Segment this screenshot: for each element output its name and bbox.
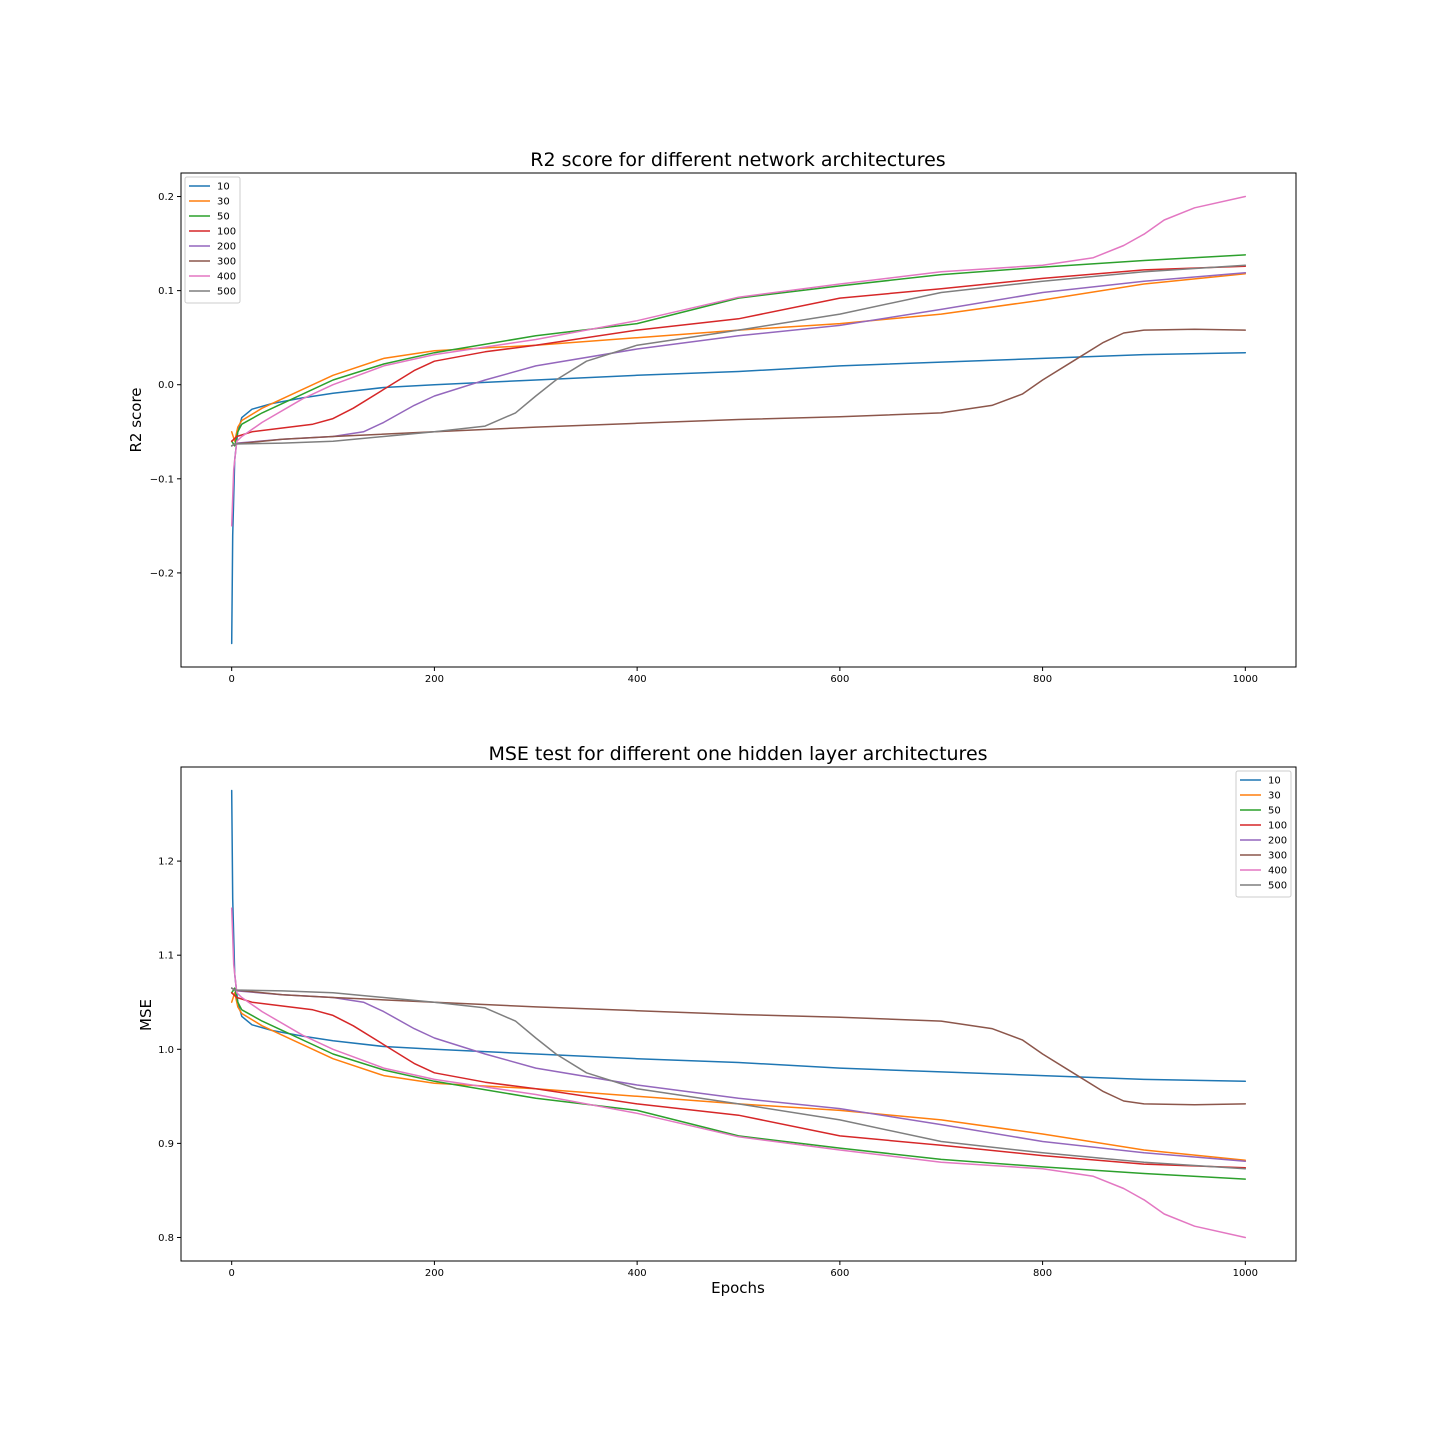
- r2-legend-label-400: 400: [217, 272, 236, 283]
- r2-series-line-50: [230, 254, 1247, 447]
- r2-xtick-label: 1000: [1233, 674, 1258, 685]
- r2-chart-legend: 10 30 50 100 200 300 400 500: [184, 176, 241, 304]
- r2-ytick-label: 0.2: [158, 192, 174, 203]
- r2-series-line-500: [230, 264, 1247, 447]
- r2-chart-title: R2 score for different network architect…: [530, 149, 945, 171]
- r2-xtick-label: 200: [425, 674, 444, 685]
- mse-chart-title: MSE test for different one hidden layer …: [488, 743, 987, 765]
- mse-xtick-label: 1000: [1233, 1268, 1258, 1279]
- mse-legend-label-50: 50: [1268, 806, 1281, 817]
- mse-chart-frame: [180, 766, 1297, 1262]
- mse-series-line-300: [230, 987, 1247, 1106]
- mse-ytick-label: 1.0: [158, 1045, 174, 1056]
- mse-ytick-label: 1.2: [158, 857, 174, 868]
- r2-legend-label-300: 300: [217, 257, 236, 268]
- mse-xtick-label: 200: [425, 1268, 444, 1279]
- mse-series-line-100: [230, 992, 1247, 1169]
- mse-xtick-label: 0: [228, 1268, 234, 1279]
- r2-xtick-label: 600: [830, 674, 849, 685]
- mse-chart-xlabel: Epochs: [711, 1279, 765, 1297]
- r2-xtick-label: 400: [628, 674, 647, 685]
- mse-xtick-label: 400: [628, 1268, 647, 1279]
- mse-legend-label-100: 100: [1268, 821, 1287, 832]
- r2-ytick-label: 0.1: [158, 286, 174, 297]
- mse-legend-label-200: 200: [1268, 836, 1287, 847]
- mse-series-line-400: [230, 907, 1247, 1239]
- mse-test-chart: MSE test for different one hidden layer …: [137, 743, 1297, 1297]
- r2-legend-label-10: 10: [217, 182, 230, 193]
- mse-chart-ticks: 0 200 400 600 800 1000 0.8 0.9 1.0 1.1 1.2: [158, 857, 1258, 1279]
- mse-legend-label-10: 10: [1268, 776, 1281, 787]
- r2-legend-box: [184, 176, 241, 304]
- r2-ytick-label: −0.2: [150, 568, 174, 579]
- mse-legend-label-300: 300: [1268, 851, 1287, 862]
- r2-series-line-100: [230, 265, 1247, 442]
- mse-legend-box: [1235, 770, 1292, 898]
- mse-ytick-label: 0.8: [158, 1233, 174, 1244]
- mse-chart-legend: 10 30 50 100 200 300 400 500: [1235, 770, 1292, 898]
- r2-ytick-label: 0.0: [158, 380, 174, 391]
- mse-chart-ylabel: MSE: [137, 999, 155, 1031]
- mse-xtick-label: 800: [1033, 1268, 1052, 1279]
- mse-legend-label-500: 500: [1268, 881, 1287, 892]
- r2-series-line-300: [230, 328, 1247, 447]
- r2-legend-label-50: 50: [217, 212, 230, 223]
- mse-legend-label-30: 30: [1268, 791, 1281, 802]
- r2-chart-ticks: 0 200 400 600 800 1000 −0.2 −0.1 0.0 0.1 0.2: [150, 192, 1258, 685]
- r2-legend-label-200: 200: [217, 242, 236, 253]
- mse-legend-label-400: 400: [1268, 866, 1287, 877]
- mse-xtick-label: 600: [830, 1268, 849, 1279]
- mse-ytick-label: 0.9: [158, 1139, 174, 1150]
- mse-series-line-50: [230, 987, 1247, 1180]
- mse-ytick-label: 1.1: [158, 951, 174, 962]
- mse-series-line-500: [230, 987, 1247, 1170]
- r2-chart-lines: [230, 195, 1247, 645]
- r2-chart-frame: [180, 172, 1297, 668]
- r2-xtick-label: 0: [228, 674, 234, 685]
- r2-legend-label-30: 30: [217, 197, 230, 208]
- r2-ytick-label: −0.1: [150, 474, 174, 485]
- mse-series-line-30: [230, 992, 1247, 1162]
- mse-chart-lines: [230, 789, 1247, 1239]
- r2-chart-ylabel: R2 score: [127, 387, 145, 452]
- r2-xtick-label: 800: [1033, 674, 1052, 685]
- r2-legend-label-500: 500: [217, 287, 236, 298]
- r2-series-line-400: [230, 195, 1247, 527]
- r2-score-chart: R2 score for different network architect…: [127, 149, 1297, 685]
- r2-series-line-30: [230, 272, 1247, 442]
- r2-legend-label-100: 100: [217, 227, 236, 238]
